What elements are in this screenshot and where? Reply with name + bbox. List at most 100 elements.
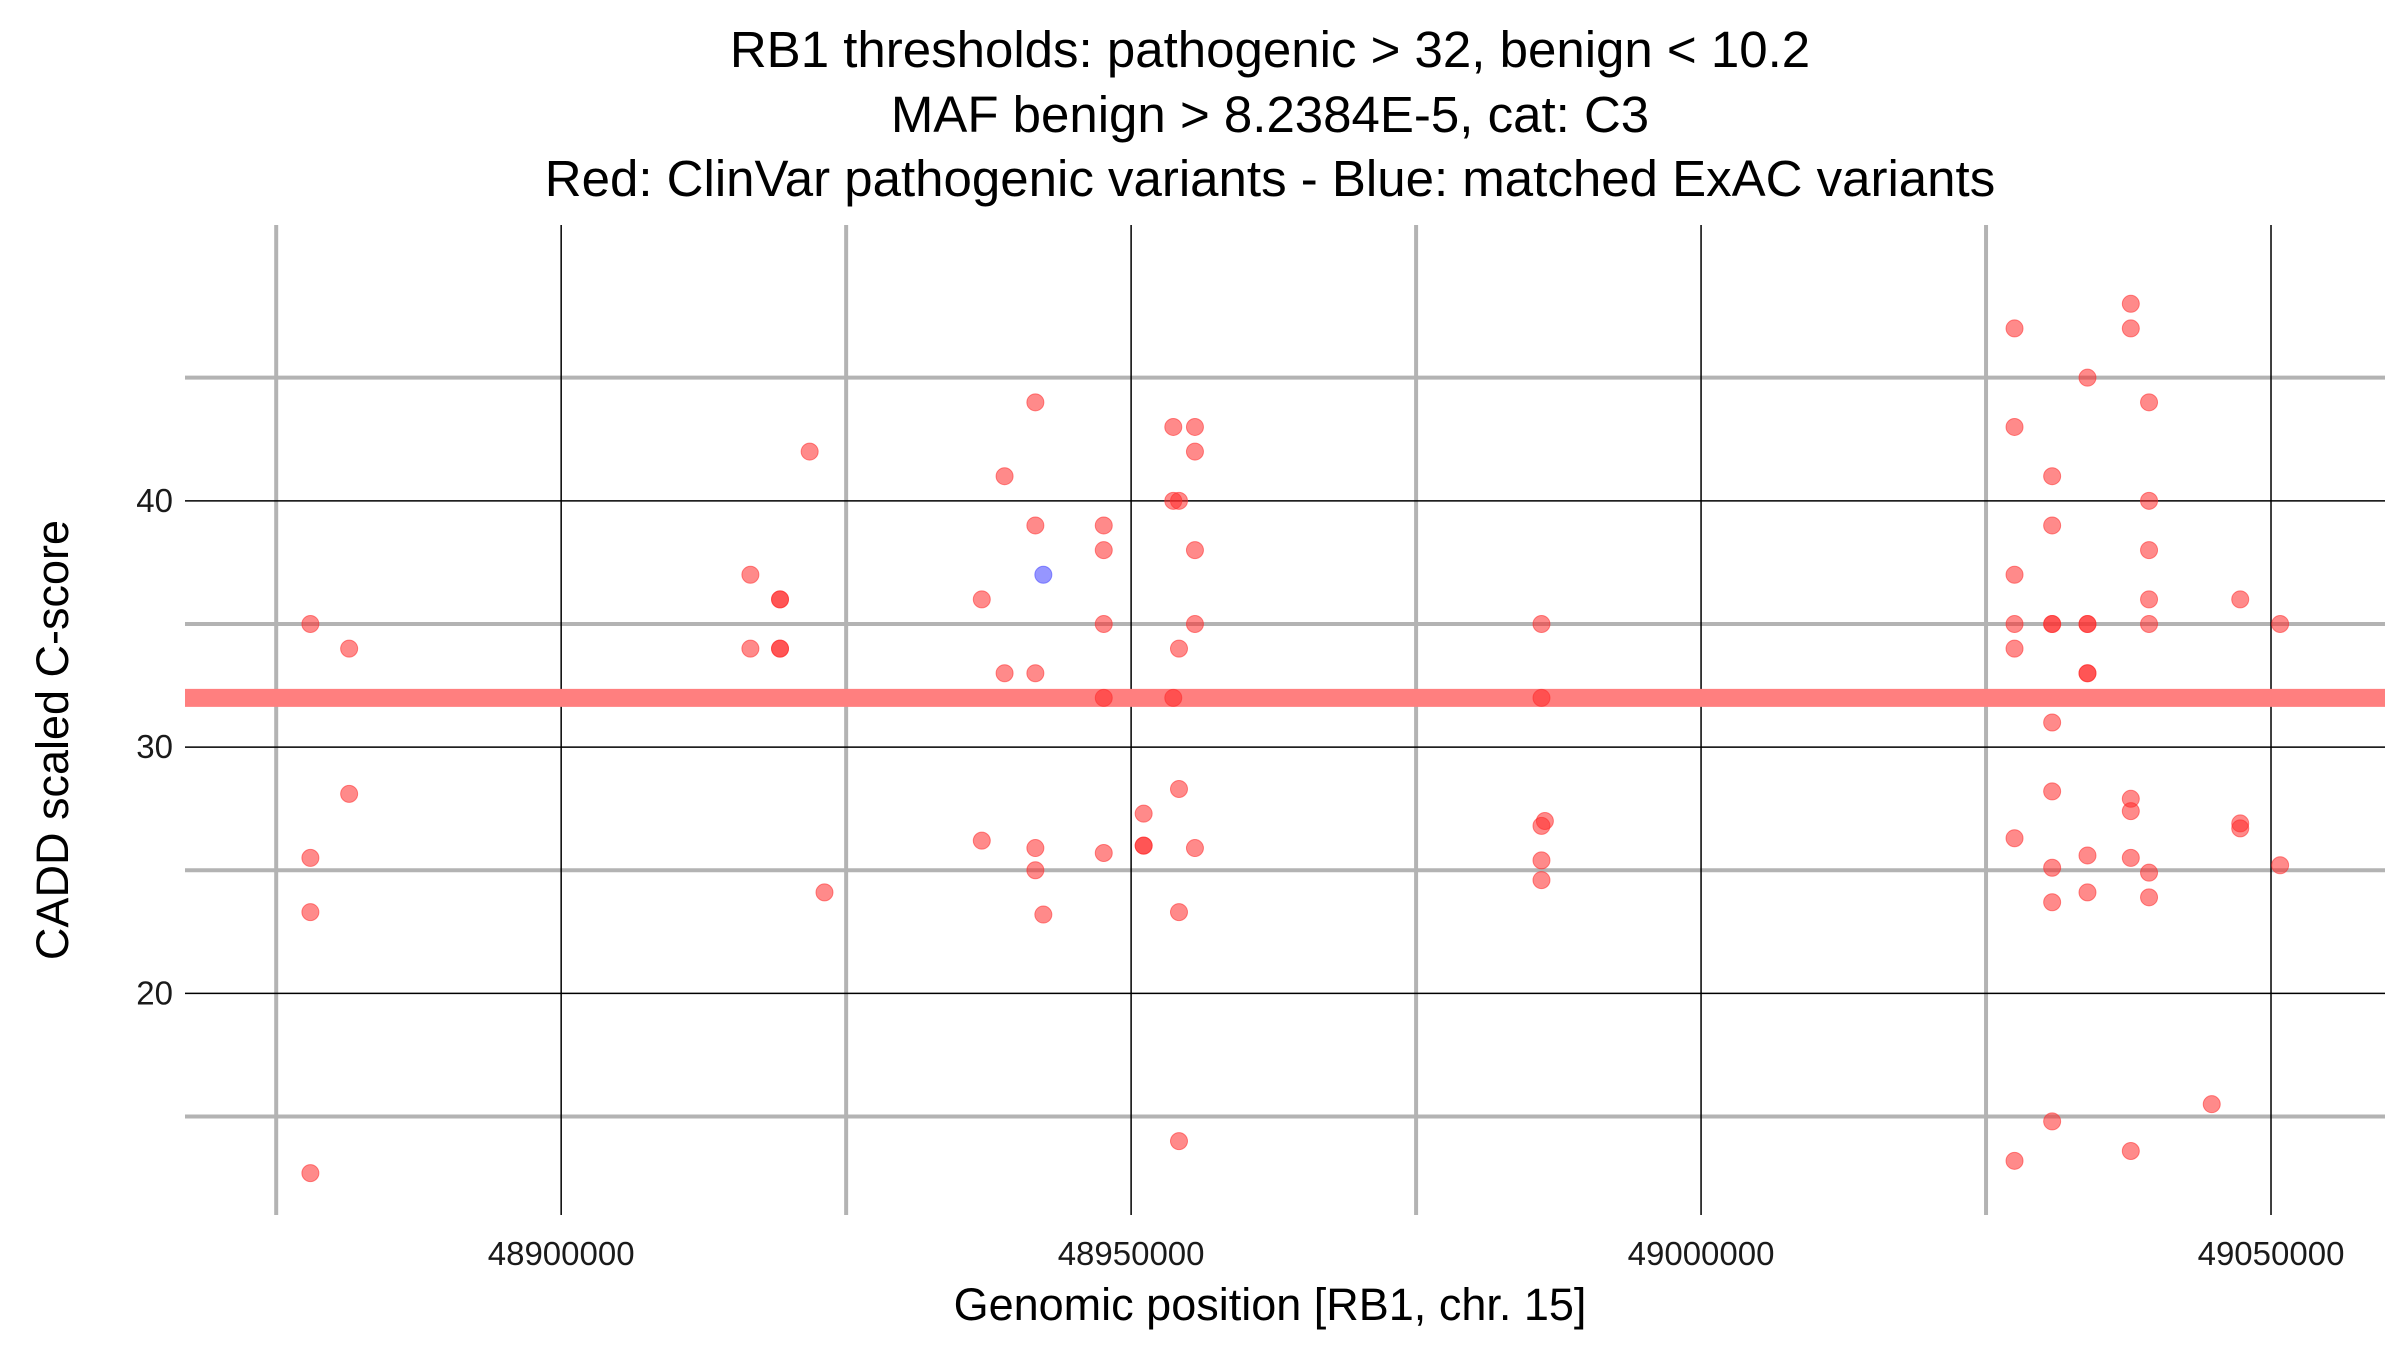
y-axis-title: CADD scaled C-score xyxy=(27,520,78,960)
chart-title: RB1 thresholds: pathogenic > 32, benign … xyxy=(545,21,1995,207)
x-tick-label: 49050000 xyxy=(2198,1235,2345,1272)
clinvar-variant-point xyxy=(1532,851,1551,870)
clinvar-variant-point xyxy=(1134,836,1153,855)
clinvar-variant-point xyxy=(2078,368,2097,387)
clinvar-variant-point xyxy=(1134,804,1153,823)
clinvar-variant-point xyxy=(1169,491,1188,510)
clinvar-variant-point xyxy=(1094,614,1113,633)
x-tick-label: 48900000 xyxy=(488,1235,635,1272)
clinvar-variant-point xyxy=(2140,393,2159,412)
clinvar-variant-point xyxy=(2140,491,2159,510)
clinvar-variant-point xyxy=(1026,664,1045,683)
clinvar-variant-point xyxy=(771,639,790,658)
x-axis-ticks: 48900000 48950000 49000000 49050000 xyxy=(488,1235,2345,1272)
clinvar-variant-point xyxy=(1185,442,1204,461)
clinvar-variant-point xyxy=(741,639,760,658)
clinvar-variant-point xyxy=(301,903,320,922)
grid xyxy=(185,225,2385,1215)
clinvar-variant-point xyxy=(2271,614,2290,633)
clinvar-variant-point xyxy=(2078,664,2097,683)
clinvar-variant-point xyxy=(301,1164,320,1183)
clinvar-variant-point xyxy=(1535,811,1554,830)
clinvar-variant-point xyxy=(1169,639,1188,658)
clinvar-variant-point xyxy=(2043,467,2062,486)
exac-variant-point xyxy=(1034,565,1053,584)
clinvar-variant-point xyxy=(2005,417,2024,436)
clinvar-variant-point xyxy=(1094,843,1113,862)
clinvar-variant-point xyxy=(2078,614,2097,633)
clinvar-variant-point xyxy=(2202,1095,2221,1114)
clinvar-variant-point xyxy=(2005,639,2024,658)
clinvar-variant-point xyxy=(301,848,320,867)
clinvar-variant-point xyxy=(2140,888,2159,907)
clinvar-variant-point xyxy=(2121,802,2140,821)
clinvar-variant-point xyxy=(1169,779,1188,798)
clinvar-variant-point xyxy=(2043,858,2062,877)
clinvar-variant-point xyxy=(2078,846,2097,865)
clinvar-variant-point xyxy=(1026,516,1045,535)
clinvar-variant-point xyxy=(2043,782,2062,801)
clinvar-variant-point xyxy=(800,442,819,461)
clinvar-variant-point xyxy=(2005,614,2024,633)
title-line-2: MAF benign > 8.2384E-5, cat: C3 xyxy=(891,86,1649,143)
clinvar-variant-point xyxy=(2231,590,2250,609)
y-tick-label: 20 xyxy=(136,974,173,1011)
clinvar-variant-point xyxy=(2121,294,2140,313)
clinvar-variant-point xyxy=(1094,516,1113,535)
clinvar-variant-point xyxy=(1026,861,1045,880)
clinvar-variant-point xyxy=(1185,839,1204,858)
clinvar-variant-point xyxy=(1185,614,1204,633)
clinvar-variant-point xyxy=(2043,1112,2062,1131)
clinvar-variant-point xyxy=(2005,1151,2024,1170)
clinvar-variant-point xyxy=(1185,541,1204,560)
clinvar-variant-point xyxy=(2140,863,2159,882)
clinvar-variant-point xyxy=(1094,541,1113,560)
x-tick-label: 49000000 xyxy=(1628,1235,1775,1272)
clinvar-variant-point xyxy=(1532,871,1551,890)
clinvar-variant-point xyxy=(1034,905,1053,924)
clinvar-variant-point xyxy=(1532,614,1551,633)
title-line-3: Red: ClinVar pathogenic variants - Blue:… xyxy=(545,150,1995,207)
clinvar-variant-point xyxy=(2005,319,2024,338)
clinvar-variant-point xyxy=(2140,590,2159,609)
clinvar-variant-point xyxy=(2140,614,2159,633)
data-points xyxy=(301,294,2290,1183)
title-line-1: RB1 thresholds: pathogenic > 32, benign … xyxy=(730,21,1810,78)
clinvar-variant-point xyxy=(2043,893,2062,912)
clinvar-variant-point xyxy=(995,467,1014,486)
clinvar-variant-point xyxy=(1185,417,1204,436)
clinvar-variant-point xyxy=(340,784,359,803)
y-axis-ticks: 20 30 40 xyxy=(136,482,173,1012)
clinvar-variant-point xyxy=(972,831,991,850)
clinvar-variant-point xyxy=(2043,614,2062,633)
clinvar-variant-point xyxy=(1026,393,1045,412)
clinvar-variant-point xyxy=(2121,1141,2140,1160)
clinvar-variant-point xyxy=(2005,829,2024,848)
clinvar-variant-point xyxy=(2005,565,2024,584)
clinvar-variant-point xyxy=(2043,713,2062,732)
clinvar-variant-point xyxy=(972,590,991,609)
clinvar-variant-point xyxy=(995,664,1014,683)
clinvar-variant-point xyxy=(2231,819,2250,838)
clinvar-variant-point xyxy=(1164,417,1183,436)
clinvar-variant-point xyxy=(2043,516,2062,535)
clinvar-variant-point xyxy=(340,639,359,658)
x-axis-title: Genomic position [RB1, chr. 15] xyxy=(954,1279,1587,1330)
clinvar-variant-point xyxy=(1094,688,1113,707)
clinvar-variant-point xyxy=(771,590,790,609)
clinvar-variant-point xyxy=(815,883,834,902)
clinvar-variant-point xyxy=(2121,848,2140,867)
clinvar-variant-point xyxy=(2140,541,2159,560)
clinvar-variant-point xyxy=(1532,688,1551,707)
clinvar-variant-point xyxy=(2271,856,2290,875)
x-tick-label: 48950000 xyxy=(1058,1235,1205,1272)
clinvar-variant-point xyxy=(301,614,320,633)
clinvar-variant-point xyxy=(1026,839,1045,858)
clinvar-variant-point xyxy=(1169,1132,1188,1151)
clinvar-variant-point xyxy=(2078,883,2097,902)
clinvar-variant-point xyxy=(1169,903,1188,922)
clinvar-variant-point xyxy=(741,565,760,584)
y-tick-label: 30 xyxy=(136,728,173,765)
clinvar-variant-point xyxy=(1164,688,1183,707)
